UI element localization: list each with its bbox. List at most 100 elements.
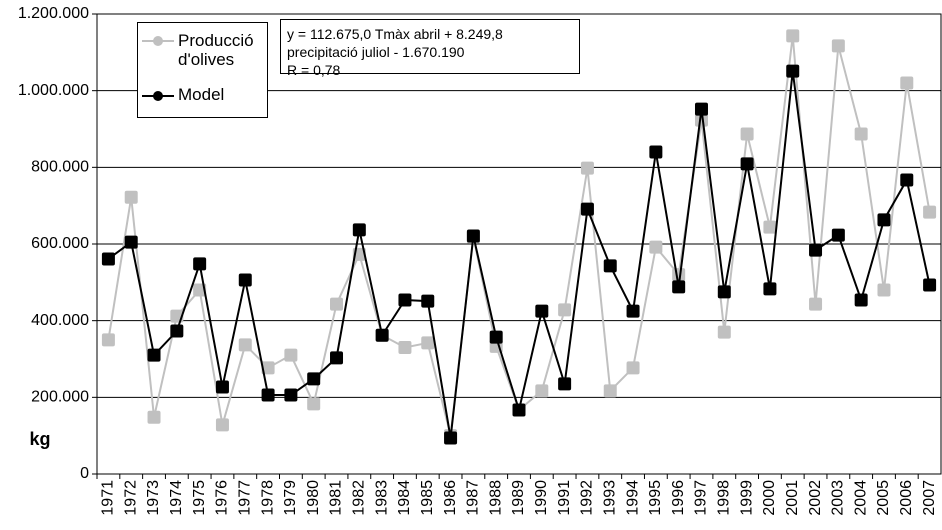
- data-point: [900, 173, 914, 187]
- data-point: [854, 127, 868, 141]
- legend-swatch: [142, 91, 174, 101]
- annotation: R = 0,78: [287, 62, 341, 78]
- data-point: [558, 303, 572, 317]
- y-tick-label: 1.200.000: [18, 5, 89, 22]
- x-tick-label: 1986: [442, 480, 459, 516]
- data-point: [352, 223, 366, 237]
- x-tick-label: 1972: [122, 480, 139, 516]
- data-point: [786, 64, 800, 78]
- data-point: [261, 388, 275, 402]
- x-tick-label: 1979: [282, 480, 299, 516]
- data-point: [421, 294, 435, 308]
- x-tick-label: 2001: [784, 480, 801, 516]
- data-point: [124, 235, 138, 249]
- data-point: [398, 341, 412, 354]
- data-point: [809, 297, 823, 311]
- x-tick-label: 1982: [351, 480, 368, 516]
- data-point: [672, 280, 686, 294]
- annotation: y = 112.675,0 Tmàx abril + 8.249,8 preci…: [287, 26, 503, 60]
- x-tick-label: 1980: [305, 480, 322, 516]
- data-point: [603, 384, 617, 398]
- data-point: [307, 372, 321, 386]
- data-point: [923, 205, 937, 219]
- data-point: [900, 76, 914, 90]
- y-tick-label: 800.000: [31, 159, 89, 176]
- x-tick-label: 1990: [533, 480, 550, 516]
- data-point: [238, 273, 252, 287]
- x-tick-label: 2006: [898, 480, 915, 516]
- x-tick-label: 1975: [191, 480, 208, 516]
- data-point: [786, 29, 800, 43]
- x-tick-label: 1989: [510, 480, 527, 516]
- data-point: [466, 229, 480, 243]
- x-tick-label: 1984: [396, 480, 413, 516]
- annotation-box: y = 112.675,0 Tmàx abril + 8.249,8 preci…: [280, 19, 580, 78]
- data-point: [740, 127, 754, 141]
- x-tick-label: 2005: [875, 480, 892, 516]
- data-point: [398, 293, 412, 307]
- data-point: [124, 190, 138, 204]
- y-tick-label: 400.000: [31, 312, 89, 329]
- data-point: [763, 282, 777, 296]
- x-tick-label: 1974: [168, 480, 185, 516]
- data-point: [238, 338, 252, 352]
- data-point: [717, 325, 731, 339]
- x-tick-label: 1976: [214, 480, 231, 516]
- legend-label: Model: [178, 85, 225, 104]
- data-point: [740, 157, 754, 171]
- data-point: [170, 324, 184, 338]
- x-tick-label: 2002: [807, 480, 824, 516]
- data-point: [421, 336, 435, 350]
- data-point: [284, 348, 298, 362]
- y-tick-label: 1.000.000: [18, 82, 89, 99]
- x-tick-label: 2007: [921, 480, 938, 516]
- x-tick-label: 1977: [236, 480, 253, 516]
- data-point: [626, 304, 640, 318]
- x-tick-label: 2003: [830, 480, 847, 516]
- data-point: [877, 213, 891, 227]
- x-tick-label: 1999: [738, 480, 755, 516]
- data-point: [854, 293, 868, 307]
- legend-label: Producció d'olives: [178, 31, 254, 69]
- data-point: [717, 285, 731, 299]
- data-point: [444, 431, 458, 445]
- x-tick-label: 1973: [145, 480, 162, 516]
- legend-marker: [153, 36, 163, 46]
- data-point: [330, 297, 344, 311]
- data-point: [147, 348, 161, 362]
- x-tick-label: 1995: [647, 480, 664, 516]
- data-point: [215, 418, 229, 432]
- x-tick-label: 1987: [465, 480, 482, 516]
- data-point: [512, 403, 526, 417]
- data-point: [330, 351, 344, 365]
- data-point: [603, 259, 617, 273]
- x-tick-label: 2000: [761, 480, 778, 516]
- y-tick-label: 600.000: [31, 235, 89, 252]
- x-tick-label: 2004: [852, 480, 869, 516]
- data-point: [193, 257, 207, 271]
- data-point: [284, 388, 298, 402]
- data-point: [580, 202, 594, 216]
- legend-swatch: [142, 36, 174, 46]
- data-point: [307, 397, 321, 411]
- data-point: [694, 113, 708, 127]
- x-tick-label: 1971: [100, 480, 117, 516]
- series-line: [107, 70, 931, 439]
- x-tick-label: 1981: [328, 480, 345, 516]
- x-tick-label: 1985: [419, 480, 436, 516]
- data-point: [375, 328, 389, 342]
- x-tick-label: 1992: [579, 480, 596, 516]
- x-tick-label: 1997: [693, 480, 710, 516]
- data-point: [101, 333, 115, 347]
- data-point: [101, 252, 115, 266]
- legend-marker: [153, 91, 163, 101]
- data-point: [649, 240, 663, 254]
- data-point: [535, 304, 549, 318]
- data-point: [649, 145, 663, 159]
- data-point: [694, 102, 708, 116]
- data-point: [877, 283, 891, 297]
- data-point: [215, 380, 229, 394]
- x-tick-label: 1994: [624, 480, 641, 516]
